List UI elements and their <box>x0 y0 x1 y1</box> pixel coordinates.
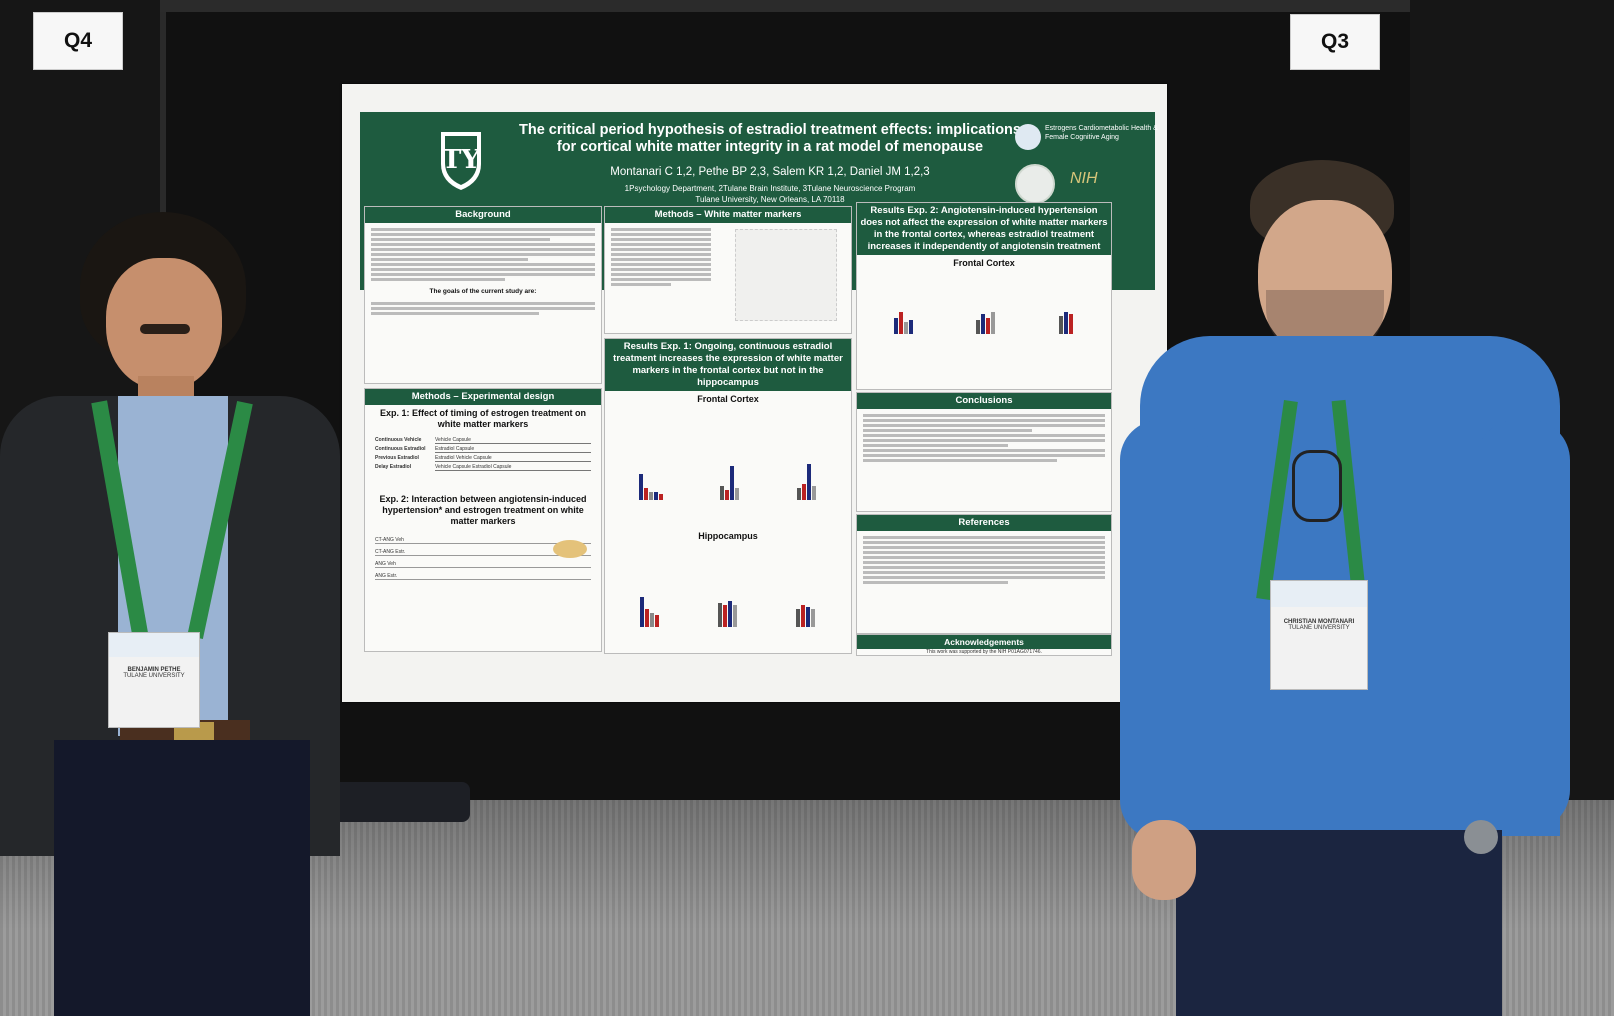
exp2-mbp-chart <box>894 312 914 334</box>
methods-experimental-header: Methods – Experimental design <box>365 389 601 405</box>
right-person-right-arm <box>1476 420 1570 830</box>
seal-icon <box>1015 164 1055 204</box>
background-person-legs <box>330 782 470 822</box>
references-panel: References <box>856 514 1112 634</box>
org-logo: Estrogens Cardiometabolic Health & Femal… <box>1015 124 1175 150</box>
right-badge-org: TULANE UNIVERSITY <box>1288 625 1350 631</box>
right-person-pants <box>1176 830 1502 1016</box>
right-person: CHRISTIAN MONTANARI TULANE UNIVERSITY <box>1120 160 1590 1016</box>
hippo-avg-mbp-chart <box>718 601 738 627</box>
board-frame <box>160 0 1410 12</box>
results-exp1-header: Results Exp. 1: Ongoing, continuous estr… <box>605 339 851 391</box>
right-person-face <box>1258 200 1392 358</box>
acknowledgements-header: Acknowledgements <box>857 635 1111 649</box>
exp1-design: Continuous Vehicle Vehicle Capsule Contin… <box>365 433 601 475</box>
conclusions-panel: Conclusions <box>856 392 1112 512</box>
mbp-chart <box>639 474 664 500</box>
right-name-badge: CHRISTIAN MONTANARI TULANE UNIVERSITY <box>1270 580 1368 690</box>
acknowledgements-text: This work was supported by the NIH P01AG… <box>926 649 1042 655</box>
hippo-mbp-chart <box>640 597 660 627</box>
booth-sign-q3: Q3 <box>1290 14 1380 70</box>
tulane-shield-icon: ΤΥ <box>441 132 481 190</box>
right-person-hand <box>1132 820 1196 900</box>
acknowledgements-panel: Acknowledgements This work was supported… <box>856 634 1112 656</box>
hippo-plp-chart <box>796 605 816 627</box>
frontal-cortex-charts <box>605 408 851 502</box>
watch-icon <box>1464 820 1498 854</box>
left-person-pants <box>54 740 310 1016</box>
western-blot-diagram <box>735 229 837 321</box>
brain-illustration-icon <box>553 540 587 558</box>
background-header: Background <box>365 207 601 223</box>
frontal-cortex-label: Frontal Cortex <box>697 394 759 404</box>
glasses-icon <box>1292 450 1342 522</box>
frontal-cortex-label-2: Frontal Cortex <box>953 258 1015 268</box>
svg-text:ΤΥ: ΤΥ <box>442 145 480 175</box>
right-person-left-arm <box>1120 420 1210 840</box>
references-header: References <box>857 515 1111 531</box>
conclusions-lines <box>857 409 1111 467</box>
poster-affiliation-2: Tulane University, New Orleans, LA 70118 <box>695 195 845 204</box>
background-panel: Background The goals of the current stud… <box>364 206 602 384</box>
results-exp2-panel: Results Exp. 2: Angiotensin-induced hype… <box>856 202 1112 390</box>
exp2-avg-mbp-chart <box>976 312 996 334</box>
right-badge-name: CHRISTIAN MONTANARI <box>1283 619 1355 625</box>
booth-sign-q4: Q4 <box>33 12 123 70</box>
exp2-charts <box>857 272 1111 336</box>
exp2-heading: Exp. 2: Interaction between angiotensin-… <box>379 494 587 526</box>
research-poster: ΤΥ The critical period hypothesis of est… <box>342 84 1167 702</box>
exp2-design: CT-ANG Veh CT-ANG Estr. ANG Veh ANG Estr… <box>365 530 601 587</box>
left-person-mustache <box>140 324 190 334</box>
references-lines <box>857 531 1111 589</box>
left-name-badge: BENJAMIN PETHE TULANE UNIVERSITY <box>108 632 200 728</box>
plp-chart <box>796 464 817 500</box>
org-text: Estrogens Cardiometabolic Health & Femal… <box>1045 125 1158 141</box>
avg-mbp-chart <box>720 466 740 500</box>
left-person: BENJAMIN PETHE TULANE UNIVERSITY <box>0 200 350 1016</box>
left-badge-org: TULANE UNIVERSITY <box>123 673 185 679</box>
hippocampus-label: Hippocampus <box>698 531 758 541</box>
goals-heading: The goals of the current study are: <box>429 288 537 295</box>
left-badge-name: BENJAMIN PETHE <box>127 667 181 673</box>
results-exp1-panel: Results Exp. 1: Ongoing, continuous estr… <box>604 338 852 654</box>
poster-affiliation-1: 1Psychology Department, 2Tulane Brain In… <box>624 184 916 193</box>
methods-wm-lines <box>605 223 717 291</box>
poster-authors: Montanari C 1,2, Pethe BP 2,3, Salem KR … <box>610 166 930 178</box>
methods-wm-header: Methods – White matter markers <box>605 207 851 223</box>
conclusions-header: Conclusions <box>857 393 1111 409</box>
nih-logo: NIH <box>1070 170 1098 187</box>
exp2-plp-chart <box>1058 312 1074 334</box>
methods-wm-panel: Methods – White matter markers <box>604 206 852 334</box>
hippocampus-charts <box>605 545 851 629</box>
results-exp2-header: Results Exp. 2: Angiotensin-induced hype… <box>857 203 1111 255</box>
background-lines: The goals of the current study are: <box>365 223 601 320</box>
exp1-heading: Exp. 1: Effect of timing of estrogen tre… <box>379 408 586 429</box>
methods-experimental-panel: Methods – Experimental design Exp. 1: Ef… <box>364 388 602 652</box>
org-ring-icon <box>1015 124 1041 150</box>
poster-title: The critical period hypothesis of estrad… <box>519 122 1021 155</box>
